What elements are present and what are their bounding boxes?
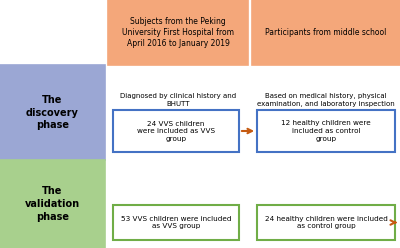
Bar [257,205,395,240]
Bar [108,0,248,65]
Bar [252,0,400,65]
Bar [0,65,105,160]
Text: Subjects from the Peking
University First Hospital from
April 2016 to January 20: Subjects from the Peking University Firs… [122,17,234,48]
Text: 53 VVS children were included
as VVS group: 53 VVS children were included as VVS gro… [121,216,231,229]
Bar [113,205,239,240]
Text: The
discovery
phase: The discovery phase [26,95,79,130]
Text: 24 VVS children
were included as VVS
group: 24 VVS children were included as VVS gro… [137,121,215,142]
Text: Participants from middle school: Participants from middle school [265,28,387,37]
Text: 24 healthy children were included
as control group: 24 healthy children were included as con… [264,216,388,229]
Bar [0,160,105,248]
Bar [257,110,395,152]
Text: The
validation
phase: The validation phase [25,186,80,222]
Bar [113,110,239,152]
Text: Based on medical history, physical
examination, and laboratory inspection: Based on medical history, physical exami… [257,93,395,107]
Text: Diagnosed by clinical history and
BHUTT: Diagnosed by clinical history and BHUTT [120,93,236,107]
Text: 12 healthy children were
included as control
group: 12 healthy children were included as con… [281,121,371,142]
